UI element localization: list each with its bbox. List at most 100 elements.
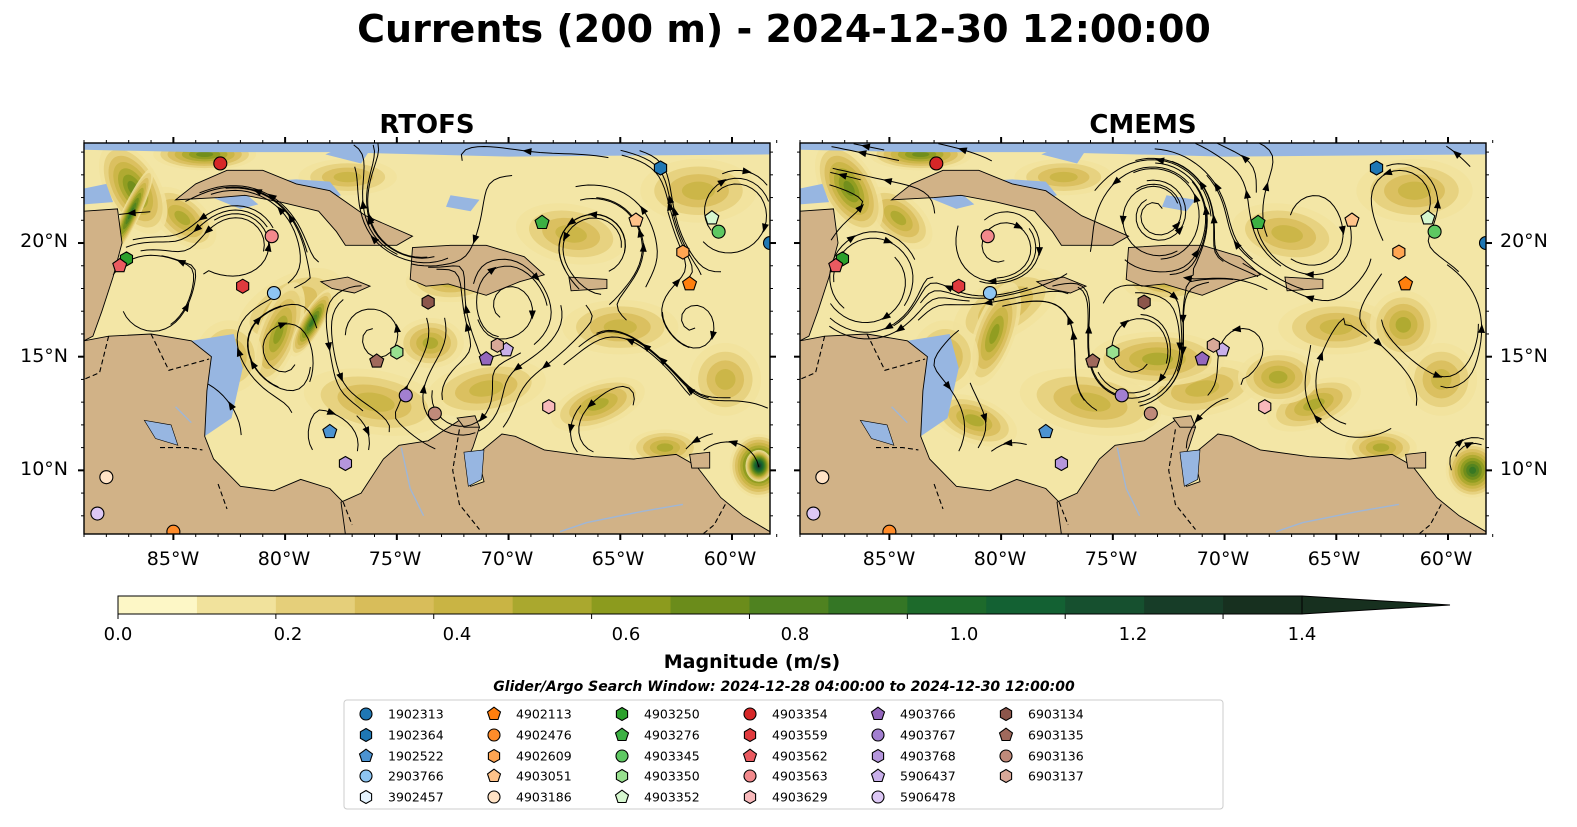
lon-label-75w: 75°W	[369, 548, 422, 570]
legend-label: 4903352	[644, 790, 700, 805]
magnitude-contour	[1049, 171, 1078, 183]
magnitude-contour	[354, 392, 395, 412]
streamline-arrow	[181, 302, 190, 313]
legend-item: 6903134	[999, 706, 1084, 722]
float-marker-6903137	[490, 337, 504, 353]
streamline-arrow	[1171, 221, 1181, 231]
streamline-arrow	[1210, 214, 1218, 224]
streamline-arrow	[1085, 324, 1093, 334]
streamline-arrow	[1338, 225, 1346, 236]
streamline-arrow	[710, 330, 717, 341]
figure-title: Currents (200 m) - 2024-12-30 12:00:00	[357, 7, 1211, 51]
float-marker-4903767	[398, 388, 413, 403]
magnitude-contour	[333, 171, 362, 183]
legend-item: 4902113	[486, 706, 572, 722]
float-marker-4902609	[676, 244, 690, 260]
colorbar-tick-label: 0.4	[443, 624, 472, 645]
streamline-arrow	[1174, 226, 1184, 236]
float-marker-4903350	[1106, 344, 1120, 360]
streamline-arrow	[1304, 271, 1314, 279]
colorbar-tick-label: 0.2	[274, 624, 303, 645]
float-marker-6903134	[1137, 294, 1151, 310]
legend-marker	[359, 727, 373, 743]
colorbar-bin	[670, 596, 750, 614]
legend-marker	[487, 790, 501, 804]
streamline-arrow	[513, 362, 523, 372]
streamline-arrow	[472, 234, 480, 245]
land-cuba	[890, 169, 1130, 246]
land-cmems	[800, 143, 1486, 534]
shallow-shelf	[84, 183, 113, 205]
land-yucatan	[800, 143, 839, 342]
colorbar: 0.0 0.2 0.4 0.6 0.8 1.0 1.2 1.4 Magnitud…	[104, 595, 1451, 673]
lon-label-85w: 85°W	[147, 548, 200, 570]
float-marker-4903276	[1250, 214, 1266, 230]
float-marker-4903345	[711, 224, 726, 239]
lon-label-80w: 80°W	[974, 548, 1027, 570]
lon-label-75w: 75°W	[1085, 548, 1138, 570]
float-marker-6903134	[421, 294, 435, 310]
legend-item: 4903051	[486, 769, 572, 784]
lon-label-70w: 70°W	[1197, 548, 1250, 570]
colorbar-bin	[1223, 596, 1303, 614]
colorbar-bin	[118, 596, 198, 614]
legend-item: 4903345	[615, 749, 700, 764]
streamline-arrow	[1382, 168, 1393, 176]
magnitude-contour	[1372, 443, 1390, 452]
lake-nicaragua	[143, 419, 179, 446]
country-border	[800, 336, 826, 380]
streamline-arrow	[568, 423, 575, 434]
country-border	[160, 447, 203, 451]
streamline-arrow	[528, 310, 536, 320]
streamline-arrow	[541, 360, 551, 370]
colorbar-bin	[749, 596, 829, 614]
legend-marker	[359, 707, 373, 721]
country-border	[1168, 429, 1196, 530]
colorbar-tick-label: 0.6	[612, 624, 641, 645]
colorbar-bin	[986, 596, 1066, 614]
colorbar-swatches	[117, 595, 1451, 615]
float-marker-1902364	[653, 160, 668, 176]
land-cuba	[174, 169, 414, 246]
magnitude-contour	[309, 318, 315, 328]
legend-marker	[743, 769, 757, 783]
streamline-arrow	[360, 199, 368, 210]
legend-title: Glider/Argo Search Window: 2024-12-28 04…	[493, 679, 1075, 695]
legend-marker	[743, 707, 757, 721]
legend-label: 1902522	[388, 749, 444, 764]
float-marker-4903562	[112, 257, 128, 273]
float-marker-4903186	[99, 470, 114, 485]
lat-label-10n: 10°N	[20, 458, 68, 480]
legend-label: 1902364	[388, 728, 444, 743]
streamline-arrow	[625, 338, 636, 346]
legend-marker	[999, 706, 1013, 722]
shallow-shelf	[191, 334, 243, 437]
streamline-arrow	[1262, 181, 1270, 192]
float-marker-4903559	[236, 278, 250, 294]
land-puertorico	[568, 276, 608, 292]
streamline-arrow	[1478, 323, 1486, 334]
streamline-arrow	[884, 322, 894, 330]
streamline-arrow	[562, 231, 571, 242]
country-border	[150, 333, 210, 371]
land-guajira_tip	[1172, 415, 1197, 428]
float-marker-4902609	[1392, 244, 1406, 260]
streamline-arrow	[1070, 330, 1078, 341]
magnitude-contour	[196, 151, 214, 158]
magnitude-contour	[1185, 380, 1220, 397]
magnitude-contour	[174, 210, 191, 226]
float-markers-rtofs	[90, 156, 770, 534]
magnitude-contour	[890, 210, 907, 226]
lat-labels-cmems: 20°N 15°N 10°N	[1500, 230, 1548, 480]
float-marker-2903766	[982, 285, 997, 301]
legend-marker	[486, 706, 502, 721]
streamline-arrow	[667, 194, 675, 204]
streamline-arrow	[325, 342, 332, 352]
legend-marker	[870, 768, 886, 783]
float-marker-4903352	[704, 210, 720, 225]
lake-maracaibo	[1179, 449, 1201, 487]
lon-label-60w: 60°W	[1420, 548, 1473, 570]
colorbar-bin	[591, 596, 672, 614]
streamline-arrow	[1202, 205, 1210, 215]
magnitude-contour	[1268, 370, 1288, 384]
